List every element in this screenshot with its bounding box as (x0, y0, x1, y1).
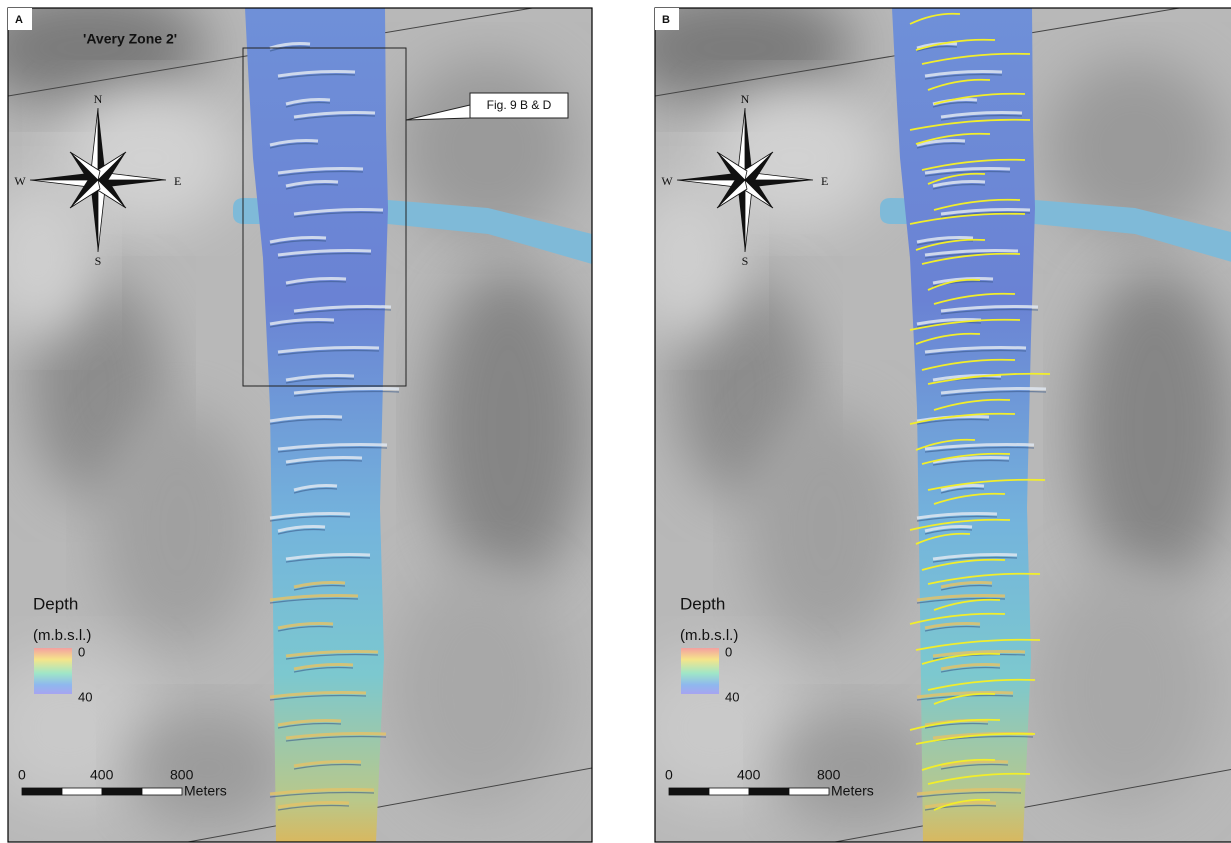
seafloor-shade (775, 708, 935, 828)
legend-min: 0 (78, 644, 85, 659)
legend-max: 40 (78, 689, 92, 704)
seafloor-shade (388, 568, 568, 808)
seafloor-shade (745, 408, 905, 648)
scale-label: 0 (18, 767, 26, 783)
compass-label: W (661, 174, 673, 188)
legend-min: 0 (725, 644, 732, 659)
legend-unit: (m.b.s.l.) (680, 627, 738, 644)
seafloor-shade (58, 88, 238, 228)
compass-label: E (821, 174, 828, 188)
seafloor-shade (1075, 268, 1231, 588)
scale-label: 400 (90, 767, 114, 783)
compass-label: S (742, 254, 749, 268)
legend-ramp (34, 648, 72, 694)
legend-title: Depth (33, 594, 78, 613)
page: {"panels": [ {"label": "A", "title": "'A… (0, 0, 1231, 843)
scale-segment (709, 788, 749, 795)
scale-unit: Meters (831, 783, 874, 799)
scale-segment (102, 788, 142, 795)
legend-max: 40 (725, 689, 739, 704)
scale-label: 800 (170, 767, 194, 783)
panel-label: A (15, 14, 23, 26)
area-title: 'Avery Zone 2' (83, 31, 177, 47)
panel-label: B (662, 14, 670, 26)
scale-segment (62, 788, 102, 795)
compass-label: W (14, 174, 26, 188)
scale-segment (789, 788, 829, 795)
map-panel: A 'Avery Zone 2' Fig. 9 B & D N E S W Depth (m.b… (0, 0, 592, 842)
map-content (0, 0, 592, 842)
scale-segment (669, 788, 709, 795)
compass-label: E (174, 174, 181, 188)
seafloor-shade (98, 408, 258, 648)
seafloor-shade (1035, 568, 1215, 808)
legend-ramp (681, 648, 719, 694)
scale-segment (749, 788, 789, 795)
legend-title: Depth (680, 594, 725, 613)
callout-text: Fig. 9 B & D (487, 98, 552, 112)
figure: A 'Avery Zone 2' Fig. 9 B & D N E S W Depth (m.b… (0, 0, 1231, 843)
compass-label: N (94, 92, 103, 106)
scale-label: 0 (665, 767, 673, 783)
scale-label: 800 (817, 767, 841, 783)
scale-segment (142, 788, 182, 795)
scale-label: 400 (737, 767, 761, 783)
legend-unit: (m.b.s.l.) (33, 627, 91, 644)
compass-label: N (741, 92, 750, 106)
compass-label: S (95, 254, 102, 268)
map-content (615, 0, 1231, 842)
seafloor-shade (705, 88, 885, 228)
seafloor-shade (128, 708, 288, 828)
seafloor-shade (428, 268, 588, 588)
scale-segment (22, 788, 62, 795)
scale-unit: Meters (184, 783, 227, 799)
